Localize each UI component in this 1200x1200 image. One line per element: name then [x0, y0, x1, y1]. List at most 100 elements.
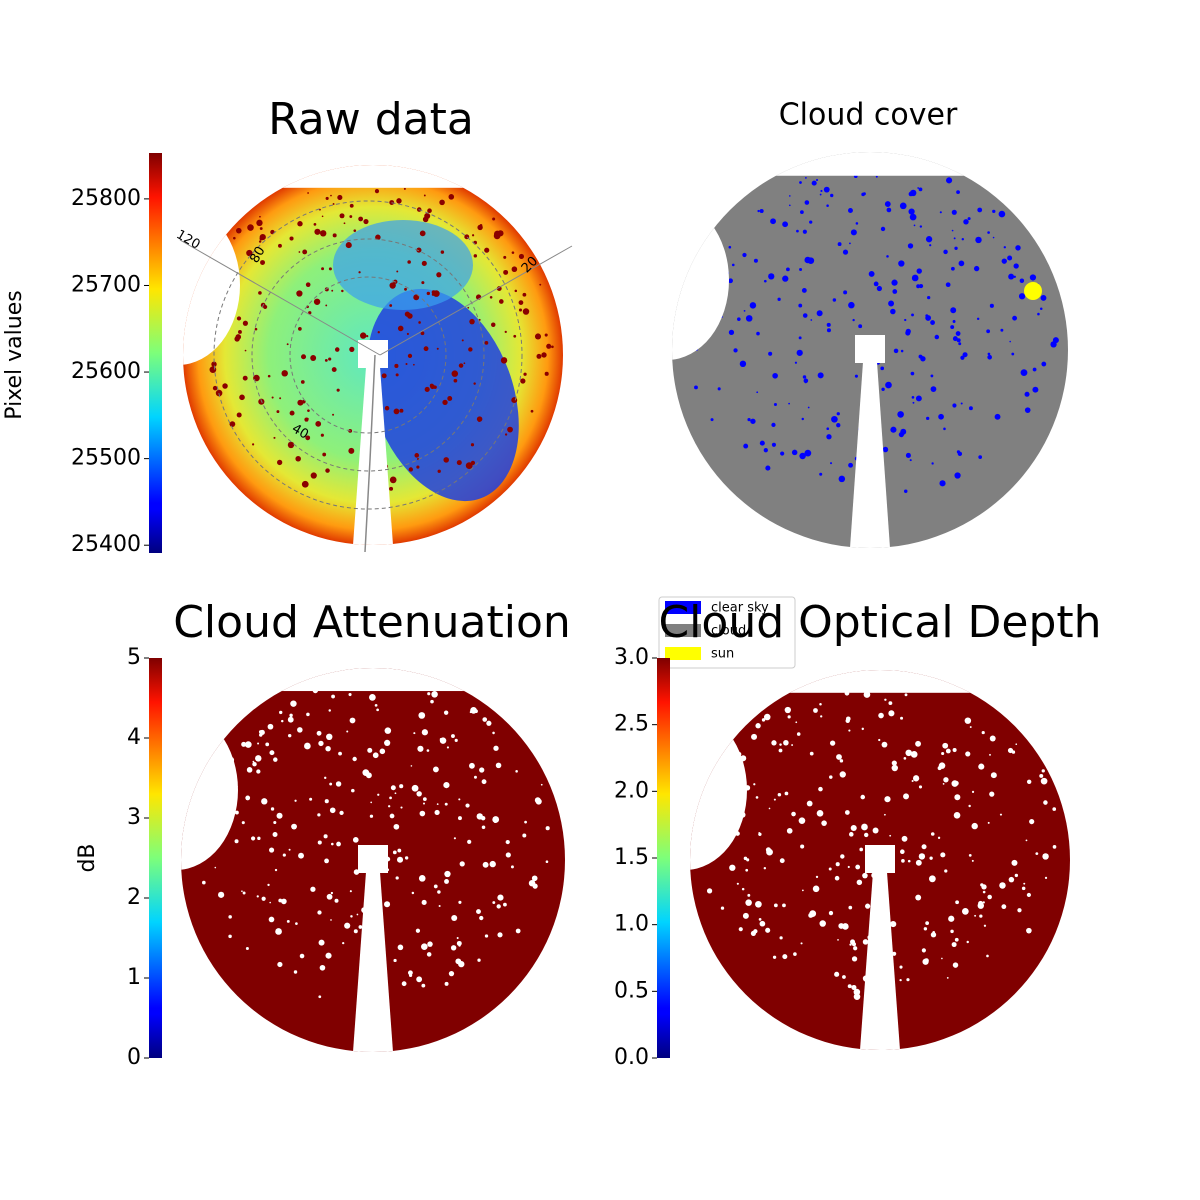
star-dot	[246, 767, 253, 773]
star-dot	[964, 717, 972, 724]
star-dot	[779, 743, 782, 746]
star-dot	[444, 879, 449, 884]
star-dot	[873, 281, 879, 287]
star-dot	[1021, 886, 1026, 891]
mast-head	[865, 845, 895, 873]
star-dot	[399, 408, 404, 413]
star-dot	[755, 796, 759, 799]
star-dot	[999, 882, 1006, 889]
star-dot	[331, 289, 334, 292]
star-dot	[476, 416, 483, 422]
colorbar-tick-label: 0	[127, 1045, 141, 1070]
star-dot	[326, 893, 333, 900]
star-dot	[954, 794, 961, 801]
star-dot	[891, 279, 898, 286]
star-dot	[912, 775, 920, 782]
star-dot	[346, 730, 349, 733]
star-dot	[275, 928, 282, 935]
star-dot	[298, 326, 302, 331]
star-dot	[349, 215, 353, 218]
star-dot	[957, 451, 963, 457]
star-dot	[819, 472, 823, 476]
colorbar-tick-label: 5	[127, 645, 141, 670]
star-dot	[796, 732, 801, 736]
panel-title: Cloud cover	[779, 98, 958, 133]
star-dot	[321, 215, 324, 218]
sky-image	[690, 670, 1070, 1050]
star-dot	[880, 226, 886, 232]
star-dot	[1013, 275, 1016, 278]
star-dot	[369, 814, 374, 818]
star-dot	[523, 372, 527, 376]
star-dot	[261, 896, 266, 901]
star-dot	[794, 361, 798, 364]
mast-head	[855, 335, 885, 363]
star-dot	[743, 856, 748, 861]
star-dot	[884, 201, 891, 207]
star-dot	[747, 893, 751, 897]
star-dot	[878, 738, 881, 742]
star-dot	[821, 820, 827, 826]
star-dot	[826, 204, 829, 207]
star-dot	[447, 396, 453, 401]
star-dot	[771, 740, 777, 746]
star-dot	[407, 353, 413, 359]
star-dot	[495, 762, 502, 769]
star-dot	[859, 847, 864, 852]
star-dot	[926, 416, 930, 421]
star-dot	[982, 890, 986, 894]
star-dot	[856, 879, 863, 886]
star-dot	[256, 769, 261, 774]
star-dot	[950, 325, 955, 330]
star-dot	[784, 791, 789, 796]
colorbar	[149, 658, 162, 1058]
star-dot	[493, 232, 501, 240]
star-dot	[418, 712, 426, 719]
star-dot	[805, 176, 807, 179]
star-dot	[861, 823, 868, 831]
star-dot	[493, 819, 497, 824]
star-dot	[880, 366, 885, 371]
star-dot	[426, 749, 430, 752]
star-dot	[427, 692, 431, 696]
star-dot	[504, 330, 507, 334]
star-dot	[247, 224, 254, 231]
colorbar-tick-label: 3	[127, 805, 141, 830]
star-dot	[407, 970, 413, 976]
star-dot	[534, 797, 541, 804]
star-dot	[242, 320, 248, 326]
star-dot	[965, 751, 971, 757]
star-dot	[302, 249, 308, 255]
star-dot	[471, 234, 475, 237]
star-dot	[922, 958, 929, 965]
star-dot	[1039, 773, 1044, 778]
star-dot	[783, 739, 789, 746]
star-dot	[492, 901, 496, 905]
star-dot	[313, 298, 321, 305]
star-dot	[837, 939, 839, 941]
star-dot	[491, 322, 496, 327]
star-dot	[202, 880, 206, 885]
star-dot	[1024, 391, 1030, 397]
star-dot	[332, 413, 335, 416]
star-dot	[992, 209, 996, 214]
star-dot	[273, 436, 276, 439]
star-dot	[370, 801, 373, 804]
star-dot	[306, 417, 309, 421]
star-dot	[250, 836, 256, 841]
legend-swatch	[665, 647, 701, 660]
star-dot	[967, 217, 971, 221]
star-dot	[918, 283, 924, 289]
star-dot	[307, 192, 309, 194]
star-dot	[287, 716, 294, 723]
star-dot	[395, 373, 399, 377]
star-dot	[744, 253, 747, 256]
star-dot	[912, 401, 915, 404]
star-dot	[498, 299, 504, 304]
star-dot	[865, 903, 871, 909]
star-dot	[986, 954, 989, 958]
star-dot	[826, 328, 831, 333]
star-dot	[404, 856, 409, 860]
star-dot	[329, 807, 336, 814]
star-dot	[890, 308, 896, 315]
